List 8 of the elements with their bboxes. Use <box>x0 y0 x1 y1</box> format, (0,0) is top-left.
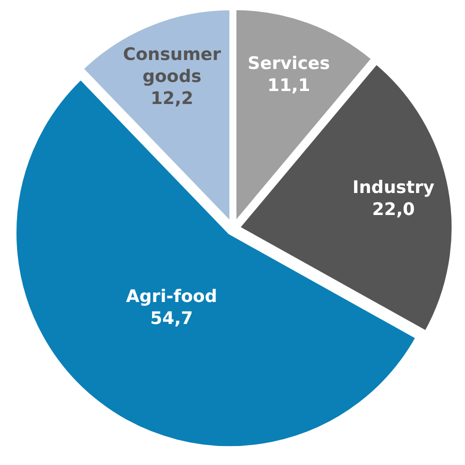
data-label: 11,1 <box>267 76 310 96</box>
slice-label: Agri-food <box>126 287 218 308</box>
data-label: 22,0 <box>372 200 415 220</box>
slice-label: Industry <box>352 178 434 198</box>
data-label: 12,2 <box>150 89 194 110</box>
data-label: 54,7 <box>150 309 193 330</box>
slice-label: Services <box>248 54 330 74</box>
slice-label: Consumer goods <box>122 45 222 88</box>
